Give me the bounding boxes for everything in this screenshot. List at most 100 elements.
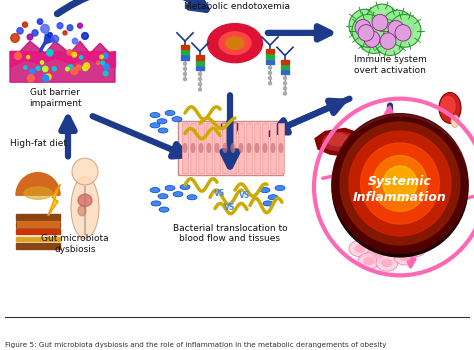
Bar <box>278 123 284 173</box>
Ellipse shape <box>322 133 357 151</box>
Ellipse shape <box>279 143 283 153</box>
Circle shape <box>51 35 59 43</box>
Circle shape <box>97 61 100 64</box>
Circle shape <box>355 20 371 36</box>
Circle shape <box>43 66 48 72</box>
Circle shape <box>45 75 47 78</box>
Circle shape <box>82 65 88 71</box>
Ellipse shape <box>182 143 188 153</box>
Ellipse shape <box>230 143 236 153</box>
Circle shape <box>27 75 34 82</box>
Circle shape <box>72 38 78 44</box>
Circle shape <box>395 25 411 41</box>
Text: Systemic: Systemic <box>368 175 432 188</box>
Circle shape <box>372 14 388 31</box>
Ellipse shape <box>391 245 401 252</box>
Ellipse shape <box>158 194 168 199</box>
Circle shape <box>332 117 468 257</box>
Ellipse shape <box>246 143 252 153</box>
Circle shape <box>374 23 406 56</box>
Ellipse shape <box>215 143 219 153</box>
Ellipse shape <box>150 112 160 118</box>
Circle shape <box>268 71 272 75</box>
Polygon shape <box>10 41 115 82</box>
Circle shape <box>183 67 186 70</box>
Wedge shape <box>16 173 60 195</box>
Bar <box>230 123 236 173</box>
Circle shape <box>199 83 201 86</box>
Bar <box>190 123 196 173</box>
Ellipse shape <box>238 143 244 153</box>
Circle shape <box>11 34 19 42</box>
Ellipse shape <box>441 97 455 115</box>
Circle shape <box>24 66 27 69</box>
Ellipse shape <box>159 207 169 212</box>
Bar <box>254 123 260 173</box>
Ellipse shape <box>208 24 263 63</box>
Bar <box>16 237 60 241</box>
Circle shape <box>72 52 77 57</box>
Circle shape <box>53 67 56 71</box>
Bar <box>181 45 189 49</box>
Bar <box>246 123 252 173</box>
Circle shape <box>46 74 51 80</box>
Ellipse shape <box>451 115 459 127</box>
Polygon shape <box>315 128 368 156</box>
Circle shape <box>82 33 88 40</box>
Bar <box>222 123 228 173</box>
Ellipse shape <box>150 123 160 128</box>
Text: Inflammation: Inflammation <box>353 191 447 204</box>
Circle shape <box>283 82 286 85</box>
Circle shape <box>183 62 186 65</box>
Ellipse shape <box>271 143 275 153</box>
Circle shape <box>183 72 186 76</box>
Ellipse shape <box>255 143 259 153</box>
Ellipse shape <box>327 134 349 146</box>
Circle shape <box>47 50 53 56</box>
Text: VS: VS <box>214 189 226 198</box>
Text: Gut microbiota
dysbiosis: Gut microbiota dysbiosis <box>41 234 109 254</box>
Circle shape <box>16 52 20 56</box>
Circle shape <box>30 69 35 74</box>
Ellipse shape <box>263 201 273 206</box>
Ellipse shape <box>376 255 398 271</box>
Circle shape <box>366 4 398 37</box>
Circle shape <box>101 61 104 65</box>
Circle shape <box>283 87 286 90</box>
Ellipse shape <box>219 32 251 55</box>
Ellipse shape <box>78 205 86 216</box>
Ellipse shape <box>165 111 175 116</box>
Ellipse shape <box>364 257 374 265</box>
Ellipse shape <box>222 143 228 153</box>
Text: VS: VS <box>239 191 251 200</box>
Circle shape <box>389 14 421 47</box>
Circle shape <box>76 65 81 70</box>
Ellipse shape <box>268 195 278 200</box>
Ellipse shape <box>172 117 182 122</box>
Text: Immune system
overt activation: Immune system overt activation <box>354 56 427 75</box>
Circle shape <box>78 23 82 28</box>
Circle shape <box>358 21 390 54</box>
Circle shape <box>15 52 21 60</box>
Ellipse shape <box>180 184 190 190</box>
Circle shape <box>349 131 451 236</box>
Circle shape <box>32 30 38 36</box>
Bar <box>198 123 204 173</box>
Circle shape <box>268 66 272 69</box>
Bar <box>281 60 289 64</box>
Bar <box>196 66 204 70</box>
Ellipse shape <box>263 143 267 153</box>
Ellipse shape <box>191 143 195 153</box>
Circle shape <box>388 21 404 37</box>
Ellipse shape <box>404 240 426 257</box>
Bar <box>238 123 244 173</box>
Circle shape <box>283 92 286 95</box>
Bar <box>16 223 60 227</box>
Circle shape <box>103 53 108 58</box>
Circle shape <box>349 9 381 42</box>
Text: Gut barrier
impairment: Gut barrier impairment <box>29 88 82 108</box>
Bar <box>196 61 204 65</box>
Circle shape <box>84 63 90 69</box>
Ellipse shape <box>71 177 99 238</box>
Ellipse shape <box>439 92 461 123</box>
